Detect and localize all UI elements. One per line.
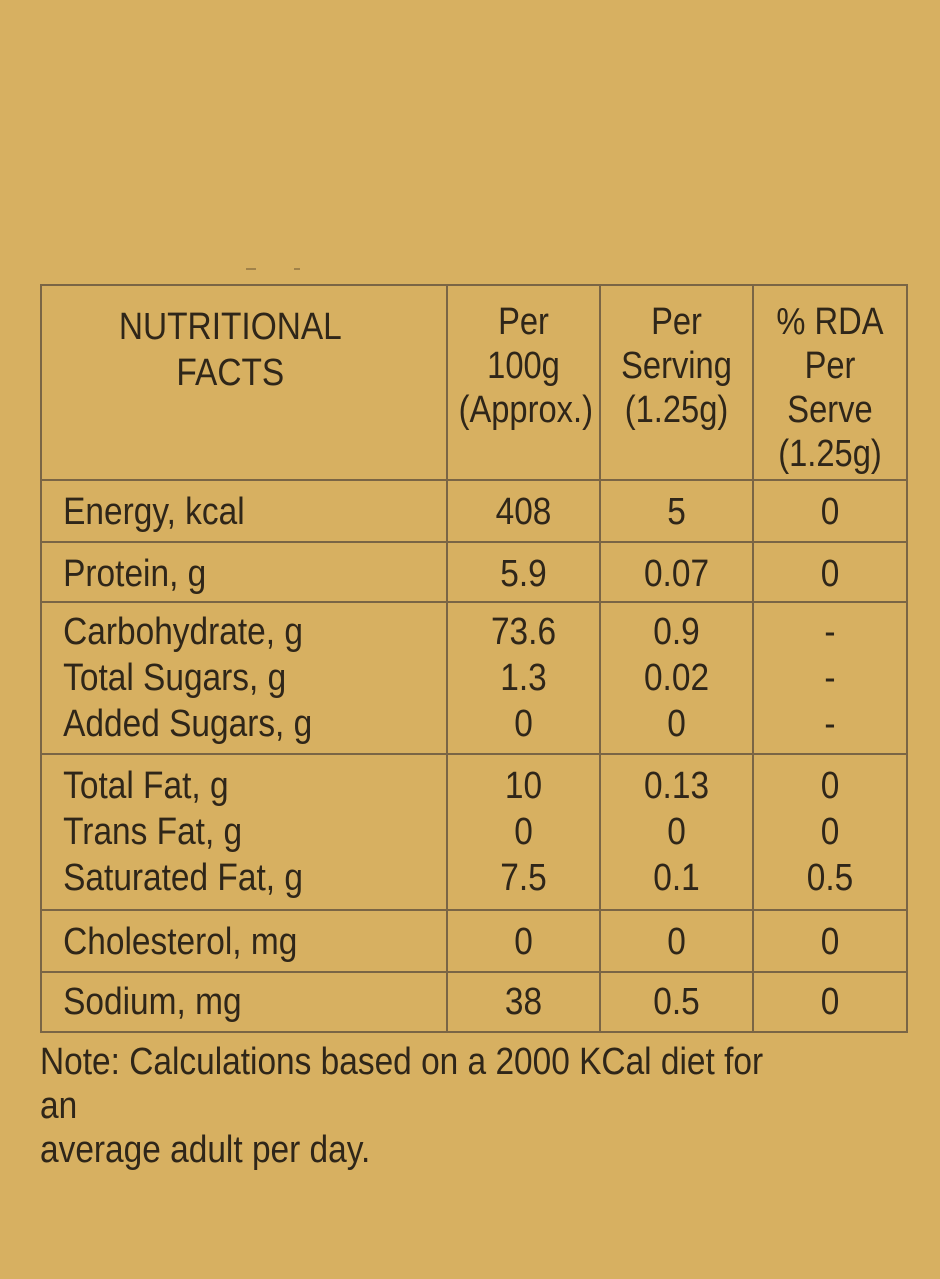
header-nutritional-facts: NUTRITIONAL FACTS bbox=[40, 284, 448, 481]
value-per-serving-cell: 5 bbox=[599, 479, 754, 543]
value-rda: - bbox=[824, 611, 836, 653]
value-per-serving: 0.02 bbox=[643, 657, 710, 699]
table-row: Protein, g 5.9 0.07 0 bbox=[40, 541, 908, 603]
value-per-serving: 0 bbox=[667, 921, 686, 963]
nutrient-name: Carbohydrate, g bbox=[63, 611, 303, 653]
header-rda-per-serve: % RDA Per Serve (1.25g) bbox=[752, 284, 908, 481]
value-per-100g: 7.5 bbox=[500, 857, 547, 899]
nutrient-name: Protein, g bbox=[63, 553, 207, 595]
value-per-100g: 408 bbox=[495, 491, 552, 533]
value-rda: 0 bbox=[820, 765, 840, 807]
value-per-serving: 0 bbox=[667, 811, 686, 853]
value-rda-cell: 0 bbox=[752, 909, 908, 973]
table-body: Energy, kcal 408 5 0 Protein, g 5.9 0.07 0 Carbo… bbox=[40, 479, 908, 1033]
table-header-row: NUTRITIONAL FACTS Per 100g (Approx.) Per… bbox=[40, 284, 908, 481]
value-per-100g-cell: 0 bbox=[446, 909, 601, 973]
nutrient-name: Sodium, mg bbox=[63, 981, 242, 1023]
value-rda: 0 bbox=[820, 491, 840, 533]
value-per-100g: 38 bbox=[504, 981, 543, 1023]
value-per-serving-cell: 0.9 0.02 0 bbox=[599, 601, 754, 755]
nutrient-name: Saturated Fat, g bbox=[63, 857, 303, 899]
value-rda: 0 bbox=[820, 981, 840, 1023]
value-rda: 0 bbox=[820, 921, 840, 963]
nutrient-name: Cholesterol, mg bbox=[63, 921, 298, 963]
value-rda: 0 bbox=[820, 553, 840, 595]
nutrient-name: Added Sugars, g bbox=[63, 703, 313, 745]
value-per-serving: 0.1 bbox=[653, 857, 700, 899]
nutrient-name-cell: Energy, kcal bbox=[40, 479, 448, 543]
value-per-100g-cell: 5.9 bbox=[446, 541, 601, 603]
value-per-serving-cell: 0 bbox=[599, 909, 754, 973]
value-per-100g-cell: 408 bbox=[446, 479, 601, 543]
value-per-serving: 5 bbox=[667, 491, 686, 533]
value-per-100g: 0 bbox=[514, 811, 533, 853]
value-per-serving: 0.5 bbox=[653, 981, 700, 1023]
nutrient-name-cell: Sodium, mg bbox=[40, 971, 448, 1033]
nutrition-facts-table: NUTRITIONAL FACTS Per 100g (Approx.) Per… bbox=[40, 284, 908, 1033]
table-row: Carbohydrate, g Total Sugars, g Added Suga… bbox=[40, 601, 908, 755]
nutrient-name: Energy, kcal bbox=[63, 491, 245, 533]
top-edge-marks bbox=[246, 266, 306, 272]
nutrient-name: Trans Fat, g bbox=[63, 811, 243, 853]
value-per-serving: 0.07 bbox=[643, 553, 710, 595]
value-rda-cell: 0 bbox=[752, 541, 908, 603]
value-per-serving: 0.9 bbox=[653, 611, 700, 653]
value-rda: 0 bbox=[820, 811, 840, 853]
value-per-100g-cell: 73.6 1.3 0 bbox=[446, 601, 601, 755]
nutrient-name-cell: Carbohydrate, g Total Sugars, g Added Suga… bbox=[40, 601, 448, 755]
value-per-serving: 0.13 bbox=[643, 765, 710, 807]
table-row: Sodium, mg 38 0.5 0 bbox=[40, 971, 908, 1033]
value-per-100g: 73.6 bbox=[490, 611, 557, 653]
footnote: Note: Calculations based on a 2000 KCal … bbox=[40, 1041, 764, 1171]
value-rda-cell: 0 bbox=[752, 971, 908, 1033]
value-rda: 0.5 bbox=[806, 857, 854, 899]
value-rda-cell: 0 bbox=[752, 479, 908, 543]
value-rda-cell: 0 0 0.5 bbox=[752, 753, 908, 911]
nutrient-name: Total Fat, g bbox=[63, 765, 229, 807]
nutrient-name-cell: Total Fat, g Trans Fat, g Saturated Fat, g bbox=[40, 753, 448, 911]
value-per-100g: 10 bbox=[504, 765, 543, 807]
value-per-100g: 0 bbox=[514, 921, 533, 963]
value-per-serving: 0 bbox=[667, 703, 686, 745]
value-per-100g: 0 bbox=[514, 703, 533, 745]
table-row: Total Fat, g Trans Fat, g Saturated Fat, g… bbox=[40, 753, 908, 911]
value-per-serving-cell: 0.07 bbox=[599, 541, 754, 603]
value-per-100g: 1.3 bbox=[500, 657, 547, 699]
table-row: Cholesterol, mg 0 0 0 bbox=[40, 909, 908, 973]
nutrient-name-cell: Cholesterol, mg bbox=[40, 909, 448, 973]
nutrient-name: Total Sugars, g bbox=[63, 657, 287, 699]
value-per-100g-cell: 38 bbox=[446, 971, 601, 1033]
header-per-serving: Per Serving (1.25g) bbox=[599, 284, 754, 481]
table-row: Energy, kcal 408 5 0 bbox=[40, 479, 908, 543]
value-rda: - bbox=[824, 703, 836, 745]
value-per-100g: 5.9 bbox=[500, 553, 547, 595]
value-per-serving-cell: 0.5 bbox=[599, 971, 754, 1033]
value-rda: - bbox=[824, 657, 836, 699]
value-per-serving-cell: 0.13 0 0.1 bbox=[599, 753, 754, 911]
value-rda-cell: --- bbox=[752, 601, 908, 755]
value-per-100g-cell: 10 0 7.5 bbox=[446, 753, 601, 911]
nutrient-name-cell: Protein, g bbox=[40, 541, 448, 603]
header-per-100g: Per 100g (Approx.) bbox=[446, 284, 601, 481]
